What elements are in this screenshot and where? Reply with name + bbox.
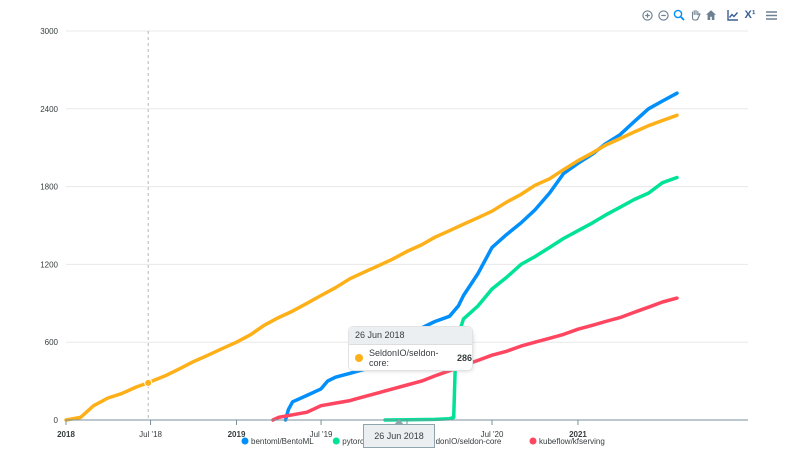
axis-icon-label: X¹ xyxy=(744,9,756,21)
x-tick-label: 2018 xyxy=(57,430,75,439)
tooltip-series-marker xyxy=(355,353,363,362)
chart-toolbar: X¹ xyxy=(640,7,780,23)
legend-label: bentoml/BentoML xyxy=(251,437,314,446)
series-line xyxy=(64,113,679,422)
y-tick-label: 0 xyxy=(54,416,59,425)
series-line xyxy=(271,296,679,422)
tooltip-series-label: SeldonIO/seldon-core: xyxy=(369,347,439,368)
x-tick-label: 2019 xyxy=(228,430,246,439)
y-tick-label: 2400 xyxy=(40,105,58,114)
y-axis: 0 600 1200 1800 2400 3000 xyxy=(40,27,58,425)
home-icon[interactable] xyxy=(704,8,718,22)
y-tick-label: 1200 xyxy=(40,260,58,269)
tooltip-row: SeldonIO/seldon-core: 286 xyxy=(349,345,472,370)
legend-label: kubeflow/kfserving xyxy=(539,437,605,446)
pan-icon[interactable] xyxy=(688,8,702,22)
series-line xyxy=(383,175,679,422)
series-line xyxy=(283,91,679,422)
grid-layer xyxy=(66,30,748,343)
menu-icon[interactable] xyxy=(764,8,778,22)
selection-zoom-icon[interactable] xyxy=(672,8,686,22)
x-tick-label: Jul '20 xyxy=(481,430,504,439)
legend-marker xyxy=(332,437,340,445)
tooltip-title: 26 Jun 2018 xyxy=(349,327,472,345)
legend-marker xyxy=(241,437,249,445)
chart-icon[interactable] xyxy=(726,8,740,22)
x-tick-label: Jul '19 xyxy=(310,430,333,439)
y-tick-label: 3000 xyxy=(40,27,58,36)
axis-icon[interactable]: X¹ xyxy=(742,8,758,22)
marker-layer xyxy=(144,378,153,387)
x-axis-tooltip: 26 Jun 2018 xyxy=(363,419,435,448)
legend-marker xyxy=(529,437,537,445)
data-tooltip: 26 Jun 2018 SeldonIO/seldon-core: 286 xyxy=(348,326,473,371)
x-tick-label: 2021 xyxy=(569,430,587,439)
y-tick-label: 600 xyxy=(45,338,59,347)
legend-label: SeldonIO/seldon-core xyxy=(424,437,502,446)
tooltip-value: 286 xyxy=(456,352,472,363)
y-tick-label: 1800 xyxy=(40,183,58,192)
x-tick-label: Jul '18 xyxy=(139,430,162,439)
hover-marker xyxy=(144,378,153,387)
zoom-out-icon[interactable] xyxy=(656,8,670,22)
zoom-in-icon[interactable] xyxy=(640,8,654,22)
